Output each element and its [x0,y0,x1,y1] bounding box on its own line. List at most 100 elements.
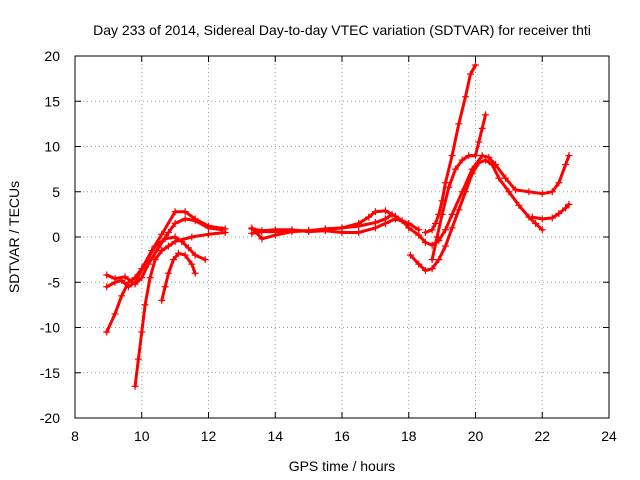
data-point [421,266,429,274]
data-point [138,328,146,336]
data-point [181,208,189,216]
data-point [158,230,166,238]
data-point [191,215,199,223]
data-point [338,224,346,232]
data-point [441,179,449,187]
x-tick-label: 24 [601,428,617,444]
data-point [555,209,563,217]
data-point [505,188,513,196]
series-trace [408,158,544,272]
data-point [406,251,414,259]
data-point [161,235,169,243]
data-point [381,207,389,215]
data-point [555,179,563,187]
data-point [381,215,389,223]
data-point [181,215,189,223]
grid-lines [75,56,609,418]
data-point [124,283,132,291]
data-point [532,219,540,227]
data-point [103,328,111,336]
series-6 [248,152,573,249]
data-point [138,274,146,282]
data-point [565,200,573,208]
data-point [441,242,449,250]
data-point [458,156,466,164]
data-point [415,260,423,268]
data-point [461,188,469,196]
series-12 [528,200,573,223]
data-point [191,269,199,277]
series-trace [105,210,227,334]
data-point [472,152,479,160]
data-point [548,188,556,196]
data-point [184,244,192,252]
y-tick-label: 5 [52,184,60,200]
data-point [355,228,363,236]
data-point [141,260,149,268]
y-tick-label: -5 [48,274,61,290]
data-point [415,226,423,234]
data-point [515,201,523,209]
data-point [538,215,546,223]
data-point [221,228,229,236]
data-point [405,219,413,227]
data-point [455,206,463,214]
axis-ticks [74,55,610,419]
data-point [441,226,449,234]
data-point [174,249,182,257]
data-point [472,61,479,69]
data-point [118,292,126,300]
data-point [258,235,266,243]
y-tick-label: 15 [44,93,60,109]
series-9 [406,156,546,274]
x-tick-label: 16 [334,428,350,444]
data-point [438,210,446,218]
data-point [258,227,266,235]
x-axis-label: GPS time / hours [289,458,396,474]
data-point [161,283,169,291]
data-point [169,256,177,264]
data-point [502,174,510,182]
data-point [455,120,463,128]
x-tick-label: 20 [468,428,484,444]
data-point [111,310,119,318]
data-point [548,214,556,222]
data-point [171,238,179,246]
data-point [478,152,486,160]
data-point [205,230,212,238]
x-tick-label: 18 [401,428,417,444]
series-11 [428,111,490,264]
data-point [111,278,119,286]
x-tick-label: 14 [267,428,283,444]
data-point [321,226,329,234]
data-point [248,224,256,232]
data-point [391,215,399,223]
series-8 [248,210,396,243]
series-10 [421,61,479,236]
data-point [475,159,483,167]
data-point [188,233,196,241]
x-tick-label: 22 [534,428,550,444]
series-trace [423,63,477,234]
data-point [433,233,441,241]
data-point [146,274,154,282]
data-point [465,152,473,160]
data-point [141,301,149,309]
data-point [103,283,111,291]
data-point [431,219,439,227]
y-tick-label: 20 [44,48,60,64]
series-trace [160,251,197,302]
plot-area [103,61,573,390]
data-point [371,208,379,216]
data-point [428,256,436,264]
data-point [158,296,166,304]
data-point [171,208,179,216]
data-point [565,152,573,160]
data-point [482,156,490,164]
data-point [288,228,296,236]
data-point [188,260,196,268]
data-point [151,256,159,264]
x-tick-label: 8 [71,428,79,444]
data-point [512,186,520,194]
